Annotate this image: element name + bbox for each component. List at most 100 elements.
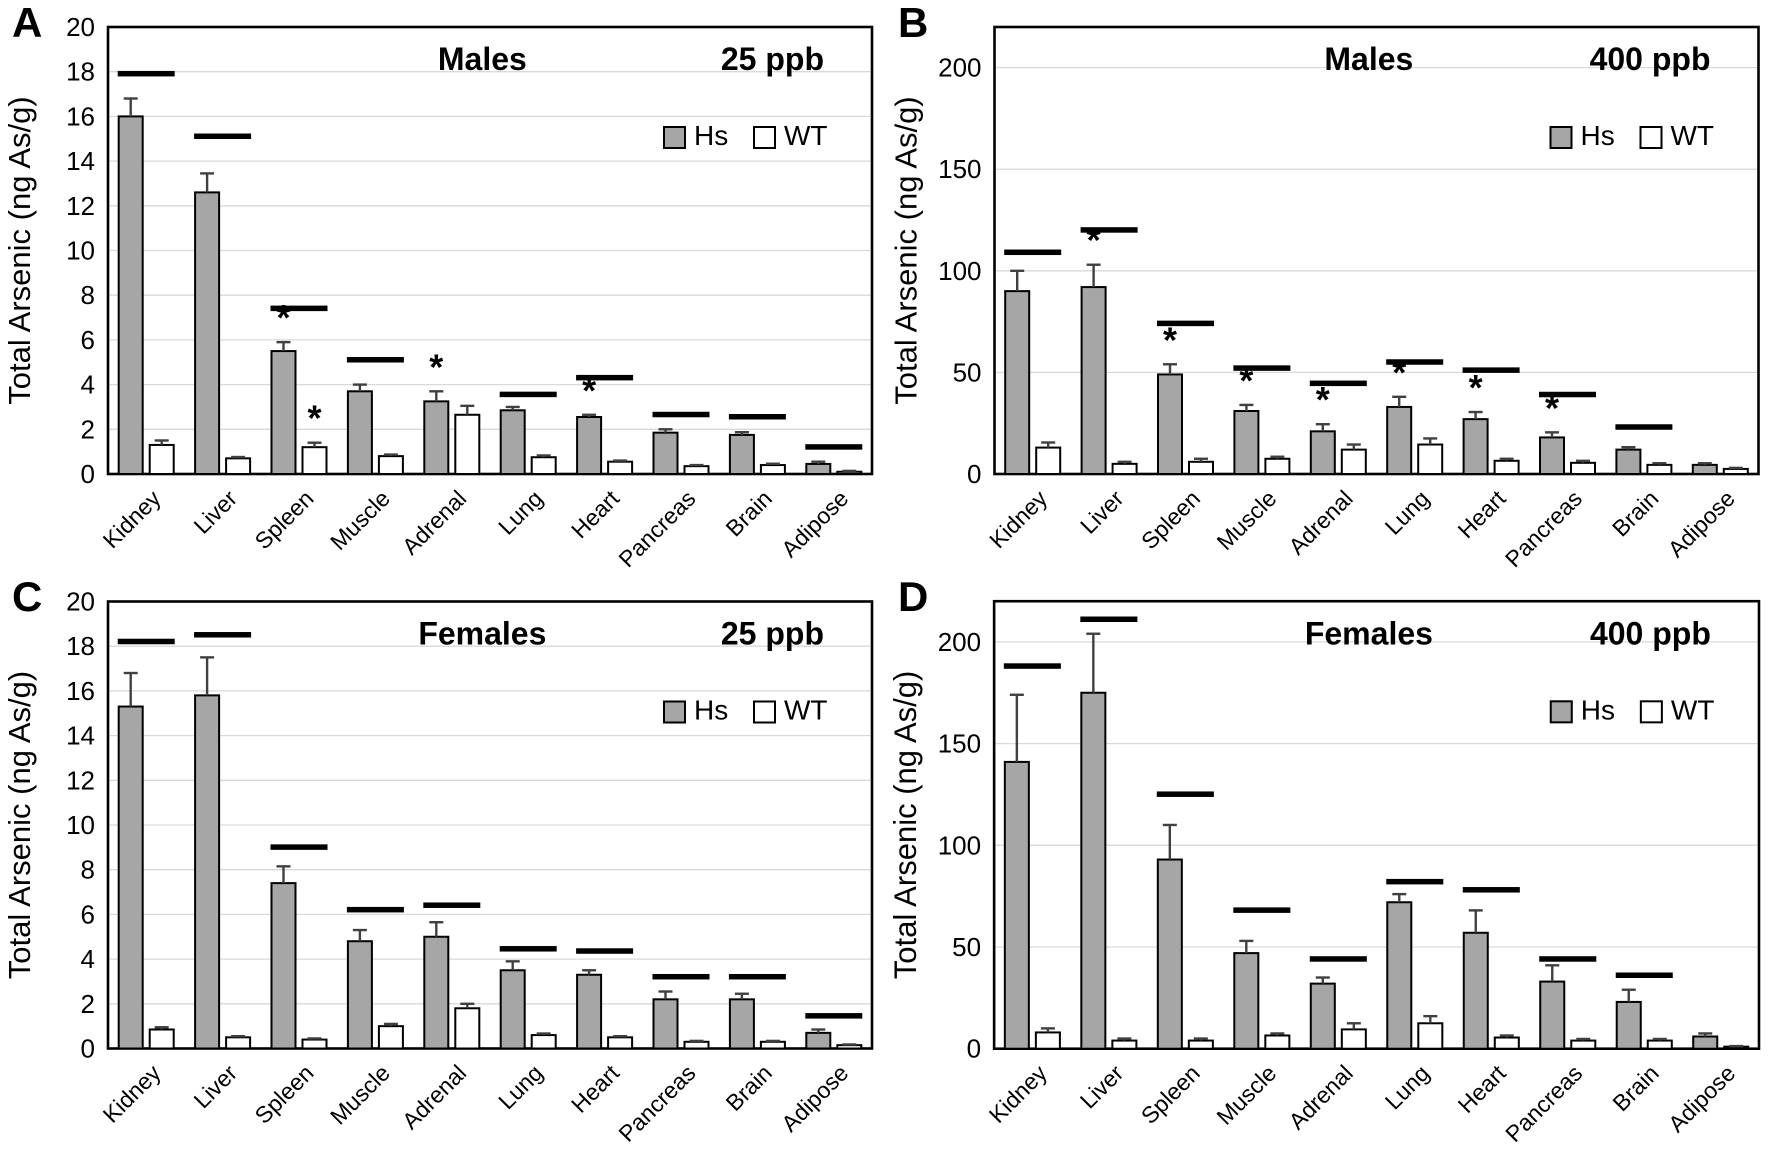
bar-hs-adrenal (1309, 430, 1336, 475)
legend-label-wt: WT (1671, 694, 1715, 725)
sig-line-heart (1462, 887, 1520, 893)
sig-line-adipose (805, 444, 863, 450)
x-label-brain: Brain (721, 1060, 777, 1116)
x-label-adrenal: Adrenal (397, 485, 471, 559)
sig-line-brain (1615, 972, 1673, 978)
asterisk-hs-lung: * (1392, 352, 1406, 393)
sig-line-spleen (270, 305, 328, 312)
x-label-adipose: Adipose (1663, 485, 1740, 562)
y-tick-label-0: 0 (81, 459, 95, 489)
x-label-lung: Lung (1380, 485, 1435, 540)
x-label-heart: Heart (566, 1059, 625, 1118)
bar-wt-lung (1417, 1022, 1444, 1050)
x-label-spleen: Spleen (250, 485, 319, 554)
bar-wt-liver (225, 1036, 252, 1050)
bar-wt-brain (1646, 1039, 1673, 1050)
y-tick-label-0: 0 (967, 459, 981, 489)
sig-line-kidney (1004, 249, 1062, 256)
bar-hs-kidney (117, 115, 144, 476)
y-tick-label-10: 10 (66, 236, 95, 266)
x-label-liver: Liver (1075, 485, 1129, 539)
x-label-pancreas: Pancreas (613, 485, 700, 572)
bar-wt-lung (530, 456, 557, 475)
bar-hs-adipose (805, 1031, 832, 1050)
legend-swatch-hs (663, 126, 686, 149)
y-tick-label-20: 20 (66, 587, 95, 617)
sig-line-adipose (805, 1013, 863, 1019)
y-tick-label-12: 12 (66, 765, 95, 795)
x-label-heart: Heart (566, 485, 625, 544)
panel-title: Males (1324, 41, 1413, 77)
bar-wt-adipose (836, 470, 863, 476)
sig-line-brain (1615, 424, 1673, 430)
panel-letter-c: C (12, 573, 43, 620)
panel-a-chart: 0 2 4 6 8 10 12 14 16 18 20 Total Arsenic (ng As/g)… (2, 12, 874, 572)
legend-swatch-wt (1639, 700, 1663, 724)
bar-wt-heart (607, 460, 634, 475)
bar-wt-adrenal (454, 1007, 481, 1050)
bar-wt-pancreas (683, 1040, 710, 1050)
y-tick-label-12: 12 (66, 191, 95, 221)
bar-wt-pancreas (1570, 1039, 1597, 1050)
bar-hs-liver (194, 694, 221, 1050)
sig-line-liver (194, 632, 252, 638)
bar-hs-pancreas (1539, 436, 1565, 476)
bar-hs-heart (1462, 931, 1489, 1050)
x-label-brain: Brain (721, 485, 777, 541)
legend-swatch-hs (1549, 126, 1573, 149)
x-label-liver: Liver (188, 485, 242, 539)
bar-hs-heart (1462, 418, 1489, 475)
legend-swatch-hs (663, 700, 686, 724)
dose-label: 25 ppb (721, 616, 824, 652)
sig-line-adrenal (1309, 956, 1367, 962)
x-label-lung: Lung (1380, 1060, 1435, 1115)
bar-wt-kidney (148, 443, 175, 476)
y-axis-title: Total Arsenic (ng As/g) (888, 671, 923, 980)
bar-wt-brain (1646, 463, 1673, 475)
sig-line-liver (194, 133, 252, 140)
sig-line-lung (499, 946, 557, 952)
y-tick-label-0: 0 (81, 1034, 95, 1064)
bar-wt-lung (530, 1034, 557, 1050)
bar-hs-brain (1615, 448, 1642, 476)
bar-hs-liver (1080, 691, 1107, 1050)
asterisk-hs-heart: * (1469, 367, 1483, 408)
y-tick-label-2: 2 (81, 414, 95, 444)
sig-line-kidney (117, 638, 175, 645)
bar-wt-muscle (1264, 1034, 1291, 1050)
bar-hs-muscle (346, 390, 373, 475)
panel-letter-a: A (12, 0, 43, 46)
sig-line-muscle (346, 906, 404, 913)
bar-hs-muscle (1233, 410, 1260, 476)
x-label-pancreas: Pancreas (1500, 1060, 1587, 1147)
sig-line-heart (576, 948, 634, 954)
plot-frame (106, 600, 874, 1050)
y-tick-label-8: 8 (81, 280, 95, 310)
x-label-spleen: Spleen (1136, 1060, 1205, 1129)
panel-d-chart: 0 50 100 150 200 Total Arsenic (ng As/g) Femal… (888, 599, 1761, 1147)
y-tick-label-18: 18 (66, 57, 95, 87)
legend-label-hs: Hs (694, 120, 728, 151)
sig-line-brain (728, 973, 786, 980)
x-label-kidney: Kidney (98, 1059, 166, 1127)
bar-hs-kidney (117, 705, 144, 1050)
y-tick-label-14: 14 (66, 721, 95, 751)
panel-c-chart: 0 2 4 6 8 10 12 14 16 18 20 Total Arsenic (ng As/g)… (2, 587, 874, 1147)
y-tick-label-200: 200 (938, 53, 981, 83)
bar-wt-heart (1493, 1036, 1520, 1050)
sig-line-brain (728, 414, 786, 420)
bar-hs-lung (1386, 405, 1413, 476)
y-tick-label-100: 100 (938, 256, 981, 286)
bar-hs-spleen (1156, 858, 1183, 1050)
sig-line-lung (1386, 359, 1444, 365)
panel-title: Females (418, 616, 546, 652)
bar-hs-muscle (346, 940, 373, 1050)
bar-hs-pancreas (652, 431, 679, 475)
bar-wt-muscle (1264, 457, 1291, 475)
y-tick-label-0: 0 (967, 1034, 981, 1064)
y-tick-label-100: 100 (938, 830, 981, 860)
panel-letter-d: D (898, 573, 929, 620)
bar-hs-lung (499, 409, 526, 475)
bar-hs-pancreas (652, 998, 679, 1050)
y-axis-title: Total Arsenic (ng As/g) (2, 671, 37, 979)
